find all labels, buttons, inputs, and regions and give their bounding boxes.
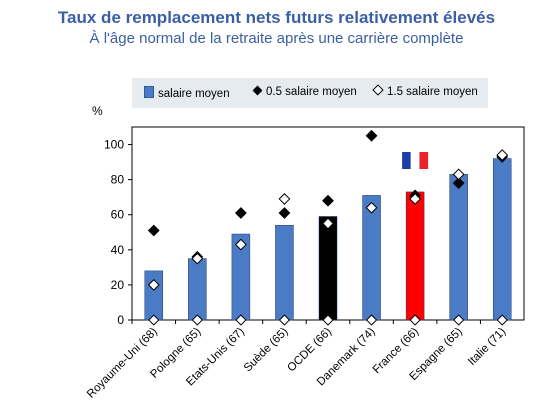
legend-label: salaire moyen bbox=[158, 88, 230, 100]
bar bbox=[492, 158, 512, 321]
point-half-salary bbox=[452, 177, 465, 190]
point-one-and-half-salary bbox=[322, 217, 334, 230]
legend-bar-swatch bbox=[144, 86, 154, 98]
chart-subtitle: À l'âge normal de la retraite après une … bbox=[89, 30, 464, 47]
bar bbox=[362, 195, 381, 321]
y-tick-label: 20 bbox=[111, 278, 125, 292]
bar bbox=[405, 191, 425, 321]
x-tick-label: Suède (65) bbox=[242, 326, 291, 375]
legend-label: 0.5 salaire moyen bbox=[266, 86, 357, 98]
baseline-marker bbox=[453, 314, 465, 326]
baseline-marker bbox=[148, 314, 160, 326]
baseline-marker bbox=[496, 314, 508, 326]
chart-title: Taux de remplacement nets futurs relativ… bbox=[57, 8, 496, 27]
y-tick-label: 40 bbox=[111, 243, 125, 257]
baseline-marker bbox=[365, 314, 378, 326]
point-one-and-half-salary bbox=[147, 279, 160, 291]
point-one-and-half-salary bbox=[496, 149, 509, 161]
bar bbox=[144, 270, 164, 321]
baseline-marker bbox=[235, 314, 247, 326]
point-one-and-half-salary bbox=[409, 193, 422, 205]
point-half-salary bbox=[365, 129, 378, 142]
flag-blue-stripe bbox=[402, 152, 411, 169]
point-one-and-half-salary bbox=[191, 252, 204, 265]
legend: salaire moyen 0.5 salaire moyen 1.5 sala… bbox=[132, 78, 488, 108]
point-one-and-half-salary bbox=[234, 238, 247, 251]
baseline-marker bbox=[191, 314, 203, 326]
legend-item-salaire-moyen: salaire moyen bbox=[144, 86, 230, 100]
point-one-and-half-salary bbox=[278, 193, 291, 205]
baseline-marker bbox=[409, 314, 421, 326]
point-half-salary bbox=[234, 207, 247, 219]
bar bbox=[318, 216, 338, 321]
point-half-salary bbox=[322, 194, 334, 207]
legend-item-one-and-half-salary: 1.5 salaire moyen bbox=[372, 84, 478, 98]
bar bbox=[275, 225, 294, 321]
bar bbox=[449, 174, 468, 321]
baseline-marker bbox=[278, 314, 291, 326]
x-tick-label: Italie (71) bbox=[466, 326, 509, 369]
point-half-salary bbox=[278, 207, 291, 219]
y-tick-label: 100 bbox=[104, 138, 124, 152]
point-one-and-half-salary bbox=[452, 168, 465, 181]
y-tick-label: 80 bbox=[111, 173, 125, 187]
bar bbox=[188, 258, 207, 321]
flag-white-stripe bbox=[410, 152, 420, 169]
baseline-marker bbox=[322, 314, 334, 326]
legend-item-half-salary: 0.5 salaire moyen bbox=[252, 85, 357, 98]
point-one-and-half-salary bbox=[365, 201, 378, 214]
y-axis-unit: % bbox=[92, 104, 103, 118]
x-tick-label: Royaume-Uni (68) bbox=[85, 326, 160, 401]
y-tick-label: 0 bbox=[117, 313, 124, 327]
flag-red-stripe bbox=[419, 152, 429, 169]
y-tick-label: 60 bbox=[111, 208, 125, 222]
point-half-salary bbox=[147, 224, 160, 237]
legend-label: 1.5 salaire moyen bbox=[387, 86, 478, 98]
